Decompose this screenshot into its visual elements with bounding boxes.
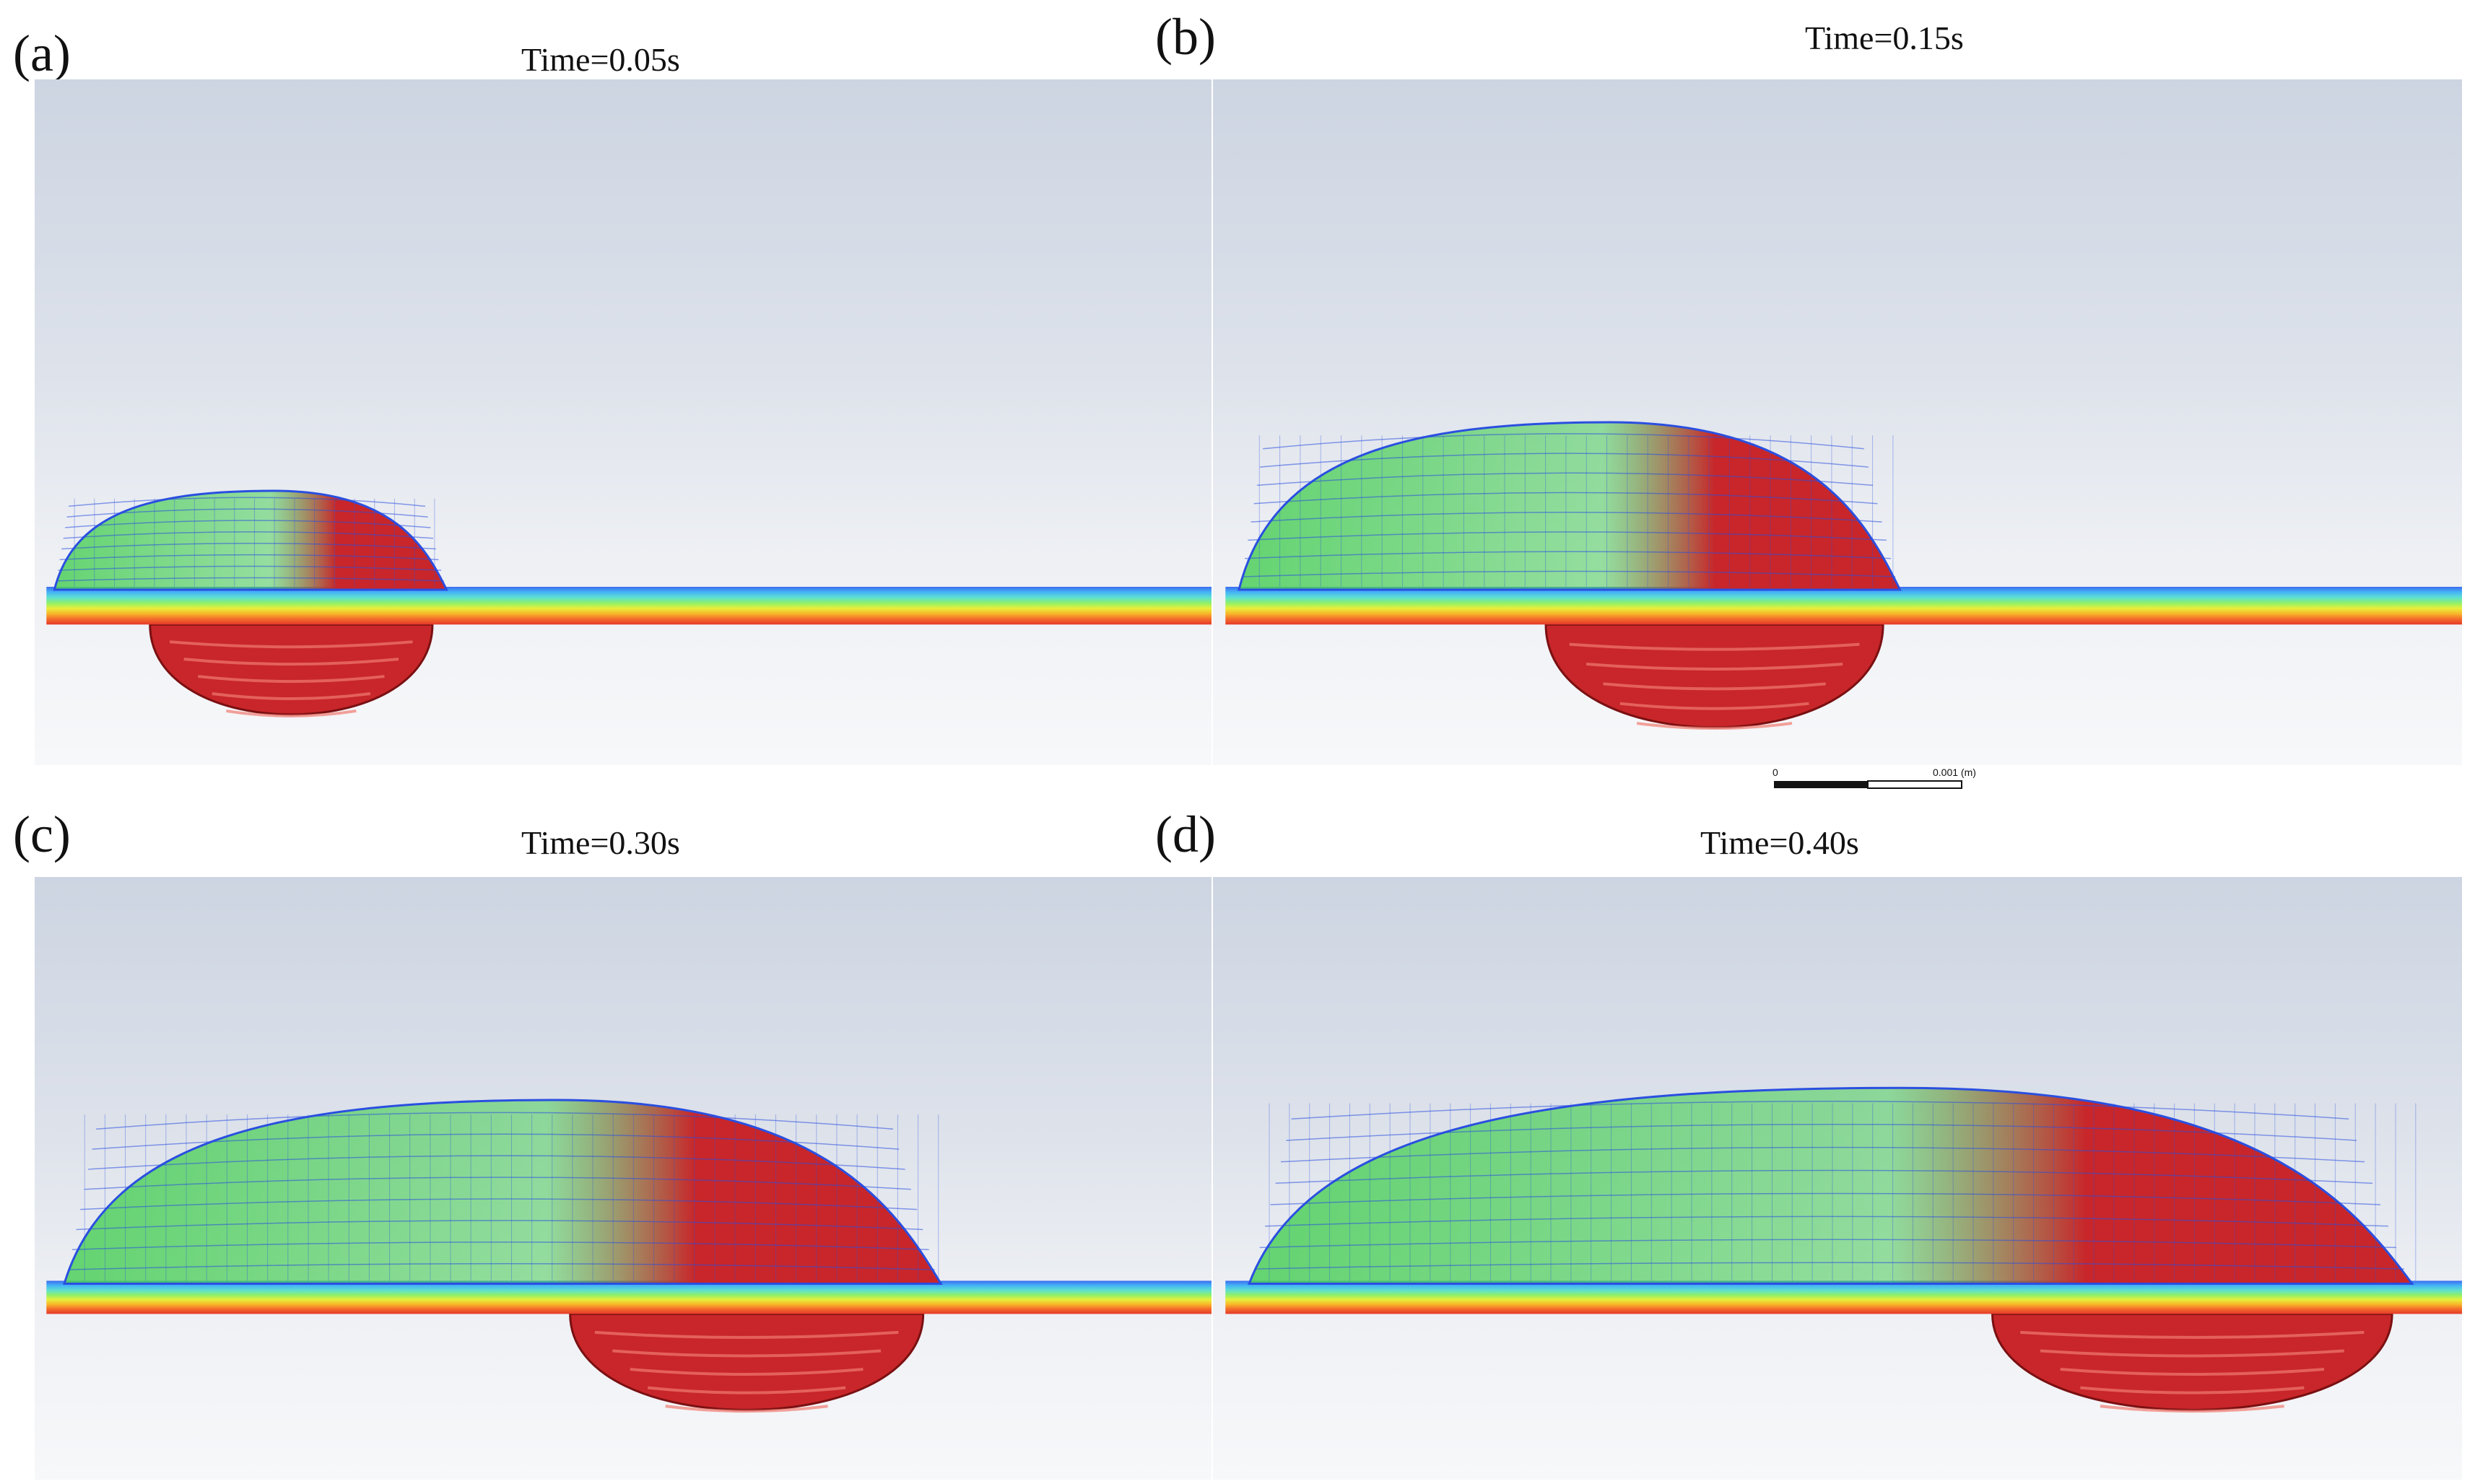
simulation-view-c — [35, 877, 1212, 1480]
mesh-contour-line — [61, 543, 436, 550]
deposition-track — [46, 587, 1212, 625]
panel-label-d: (d) — [1155, 806, 1216, 863]
melt-pool-render — [46, 1099, 1212, 1413]
panel-label-b: (b) — [1155, 8, 1216, 66]
lower-melt-bulge — [569, 1312, 925, 1411]
mesh-contour-line — [1270, 1192, 2381, 1205]
lower-bulge-stripe — [648, 1386, 846, 1394]
mesh-contour-line — [1275, 1169, 2373, 1184]
panel-label-c: (c) — [13, 806, 71, 863]
mesh-contour-line — [59, 554, 439, 561]
mesh-contour-line — [76, 1220, 923, 1231]
deposition-track — [46, 1280, 1212, 1314]
lower-bulge-stripe — [1569, 642, 1860, 651]
lower-bulge-stripe — [2040, 1349, 2344, 1358]
upper-melt-bead — [53, 489, 448, 591]
mesh-contour-line — [1254, 1262, 2404, 1270]
lower-bulge-stripe — [630, 1368, 864, 1376]
deposition-track — [1225, 587, 2462, 625]
scale-start-label: 0 — [1772, 767, 1778, 778]
mesh-contour-line — [84, 1177, 911, 1190]
mesh-contour-line — [1256, 472, 1874, 486]
mesh-contour-line — [96, 1112, 894, 1130]
melt-pool-render — [1225, 1086, 2462, 1413]
mesh-contour-line — [66, 508, 428, 518]
panel-time-d: Time=0.40s — [1700, 824, 1859, 861]
simulation-view-d — [1213, 877, 2462, 1480]
lower-bulge-stripe — [212, 692, 371, 700]
mesh-contour-line — [1253, 492, 1878, 505]
mesh-contour-line — [1265, 1215, 2388, 1227]
lower-bulge-stripe — [2020, 1330, 2365, 1339]
lower-bulge-stripe — [665, 1405, 828, 1413]
lower-bulge-stripe — [594, 1330, 899, 1339]
mesh-contour-line — [65, 520, 431, 528]
scale-end-label: 0.001 (m) — [1933, 767, 1976, 778]
panel-time-a: Time=0.05s — [521, 41, 680, 78]
mesh-contour-line — [92, 1133, 900, 1150]
lower-bulge-stripe — [2100, 1405, 2284, 1413]
lower-bulge-stripe — [1586, 662, 1843, 671]
mesh-contour-line — [72, 1241, 929, 1251]
mesh-contour-line — [1242, 570, 1896, 577]
upper-melt-bead — [63, 1099, 943, 1285]
upper-melt-bead — [1247, 1086, 2414, 1285]
mesh-contour-line — [1263, 433, 1864, 450]
mesh-contour-line — [1280, 1146, 2365, 1163]
mesh-contour-line — [1259, 453, 1869, 468]
mesh-contour-line — [1291, 1101, 2349, 1120]
lower-melt-bulge — [1544, 623, 1884, 729]
mesh-contour-line — [56, 577, 444, 582]
lower-bulge-stripe — [1619, 702, 1809, 710]
upper-melt-bead — [1238, 421, 1902, 591]
deposition-track — [1225, 1280, 2462, 1314]
mesh-contour-line — [1286, 1123, 2357, 1141]
panel-label-a: (a) — [13, 25, 71, 82]
simulation-view-b — [1213, 79, 2462, 765]
lower-bulge-stripe — [183, 658, 399, 666]
mesh-contour-line — [88, 1155, 905, 1170]
mesh-contour-line — [1248, 531, 1887, 541]
simulation-view-a — [35, 79, 1212, 765]
mesh-contour-line — [63, 531, 434, 539]
lower-melt-bulge — [1991, 1312, 2393, 1411]
mesh-contour-line — [1250, 512, 1882, 523]
lower-bulge-stripe — [1636, 722, 1793, 730]
lower-bulge-stripe — [2080, 1386, 2305, 1394]
lower-bulge-stripe — [198, 675, 385, 684]
lower-bulge-stripe — [612, 1349, 882, 1358]
panel-time-c: Time=0.30s — [521, 824, 680, 861]
mesh-contour-line — [69, 497, 426, 507]
scale-bar: 0 0.001 (m) — [1772, 765, 1976, 794]
mesh-contour-line — [1245, 551, 1892, 559]
lower-melt-bulge — [149, 623, 434, 716]
lower-bulge-stripe — [169, 640, 413, 649]
scale-bar-graphic — [1774, 780, 1962, 789]
mesh-contour-line — [80, 1198, 918, 1210]
melt-pool-render — [1225, 421, 2462, 730]
mesh-contour-line — [58, 565, 442, 571]
lower-bulge-stripe — [226, 709, 357, 717]
melt-pool-render — [46, 489, 1212, 717]
lower-bulge-stripe — [1603, 682, 1826, 691]
panel-time-b: Time=0.15s — [1805, 19, 1964, 56]
mesh-contour-line — [68, 1263, 935, 1270]
mesh-contour-line — [1259, 1239, 2396, 1249]
lower-bulge-stripe — [2060, 1368, 2325, 1376]
